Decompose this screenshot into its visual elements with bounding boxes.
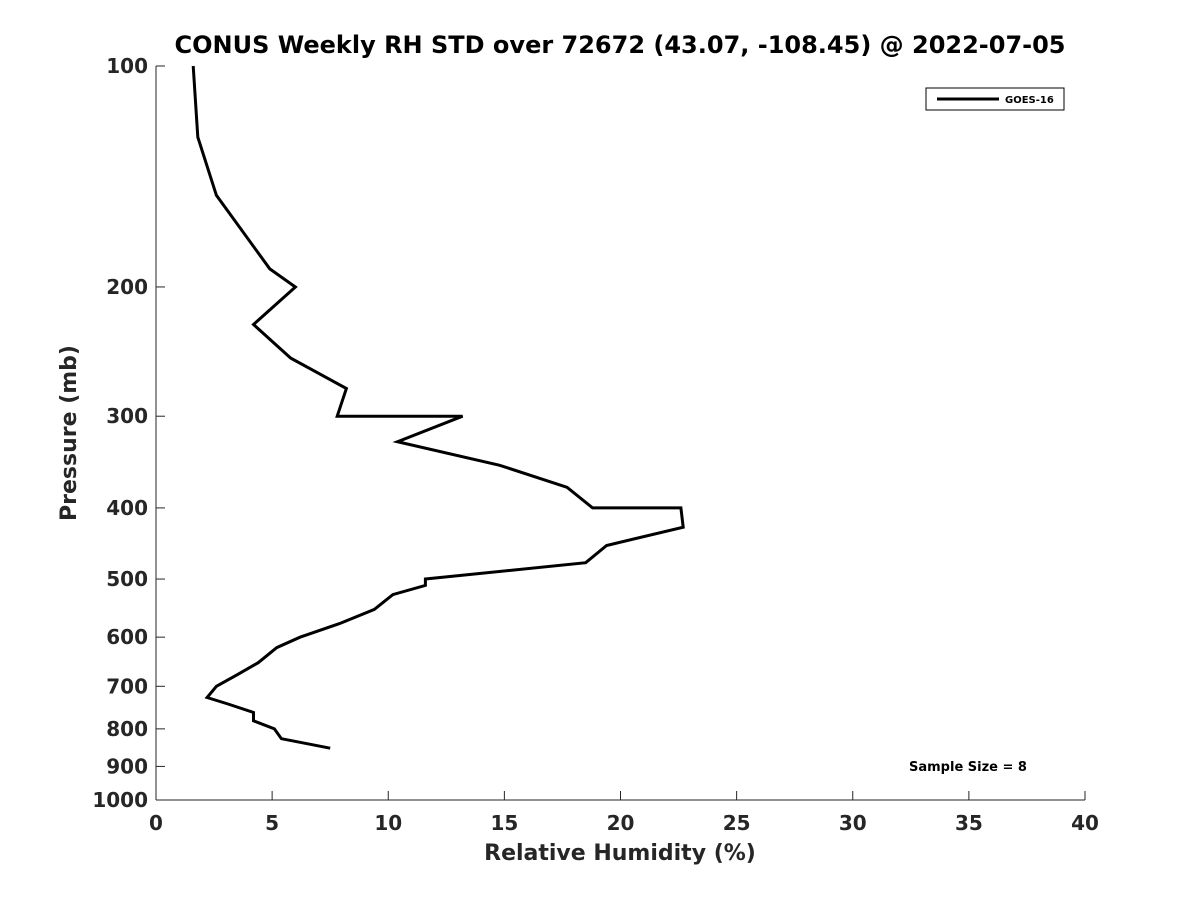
y-tick-label: 1000	[92, 788, 148, 812]
y-tick-label: 500	[106, 567, 148, 591]
chart-title: CONUS Weekly RH STD over 72672 (43.07, -…	[174, 31, 1065, 59]
y-tick-label: 900	[106, 754, 148, 778]
legend: GOES-16	[925, 87, 1065, 111]
x-tick-label: 0	[149, 811, 163, 835]
y-tick-label: 300	[106, 404, 148, 428]
x-tick-label: 5	[265, 811, 279, 835]
y-tick-label: 600	[106, 625, 148, 649]
y-tick-label: 100	[106, 54, 148, 78]
legend-entry-goes-16: GOES-16	[1005, 95, 1054, 106]
x-tick-label: 35	[955, 811, 983, 835]
y-tick-label: 800	[106, 717, 148, 741]
y-axis-label: Pressure (mb)	[57, 345, 82, 521]
x-tick-label: 15	[490, 811, 518, 835]
goes-16-series-line	[191, 65, 685, 750]
x-tick-label: 25	[723, 811, 751, 835]
x-tick-label: 10	[374, 811, 402, 835]
axis-ticks: 0 5 10 15 20 25 30 35 40 100 200 300 400 500 600 700 800…	[92, 54, 1099, 835]
x-tick-label: 20	[607, 811, 635, 835]
y-tick-label: 400	[106, 496, 148, 520]
x-axis-label: Relative Humidity (%)	[484, 841, 756, 866]
y-tick-label: 200	[106, 275, 148, 299]
y-tick-label: 700	[106, 674, 148, 698]
x-tick-label: 30	[839, 811, 867, 835]
plot-axes	[155, 66, 1085, 801]
sample-size-annotation: Sample Size = 8	[909, 760, 1027, 775]
x-tick-label: 40	[1071, 811, 1099, 835]
